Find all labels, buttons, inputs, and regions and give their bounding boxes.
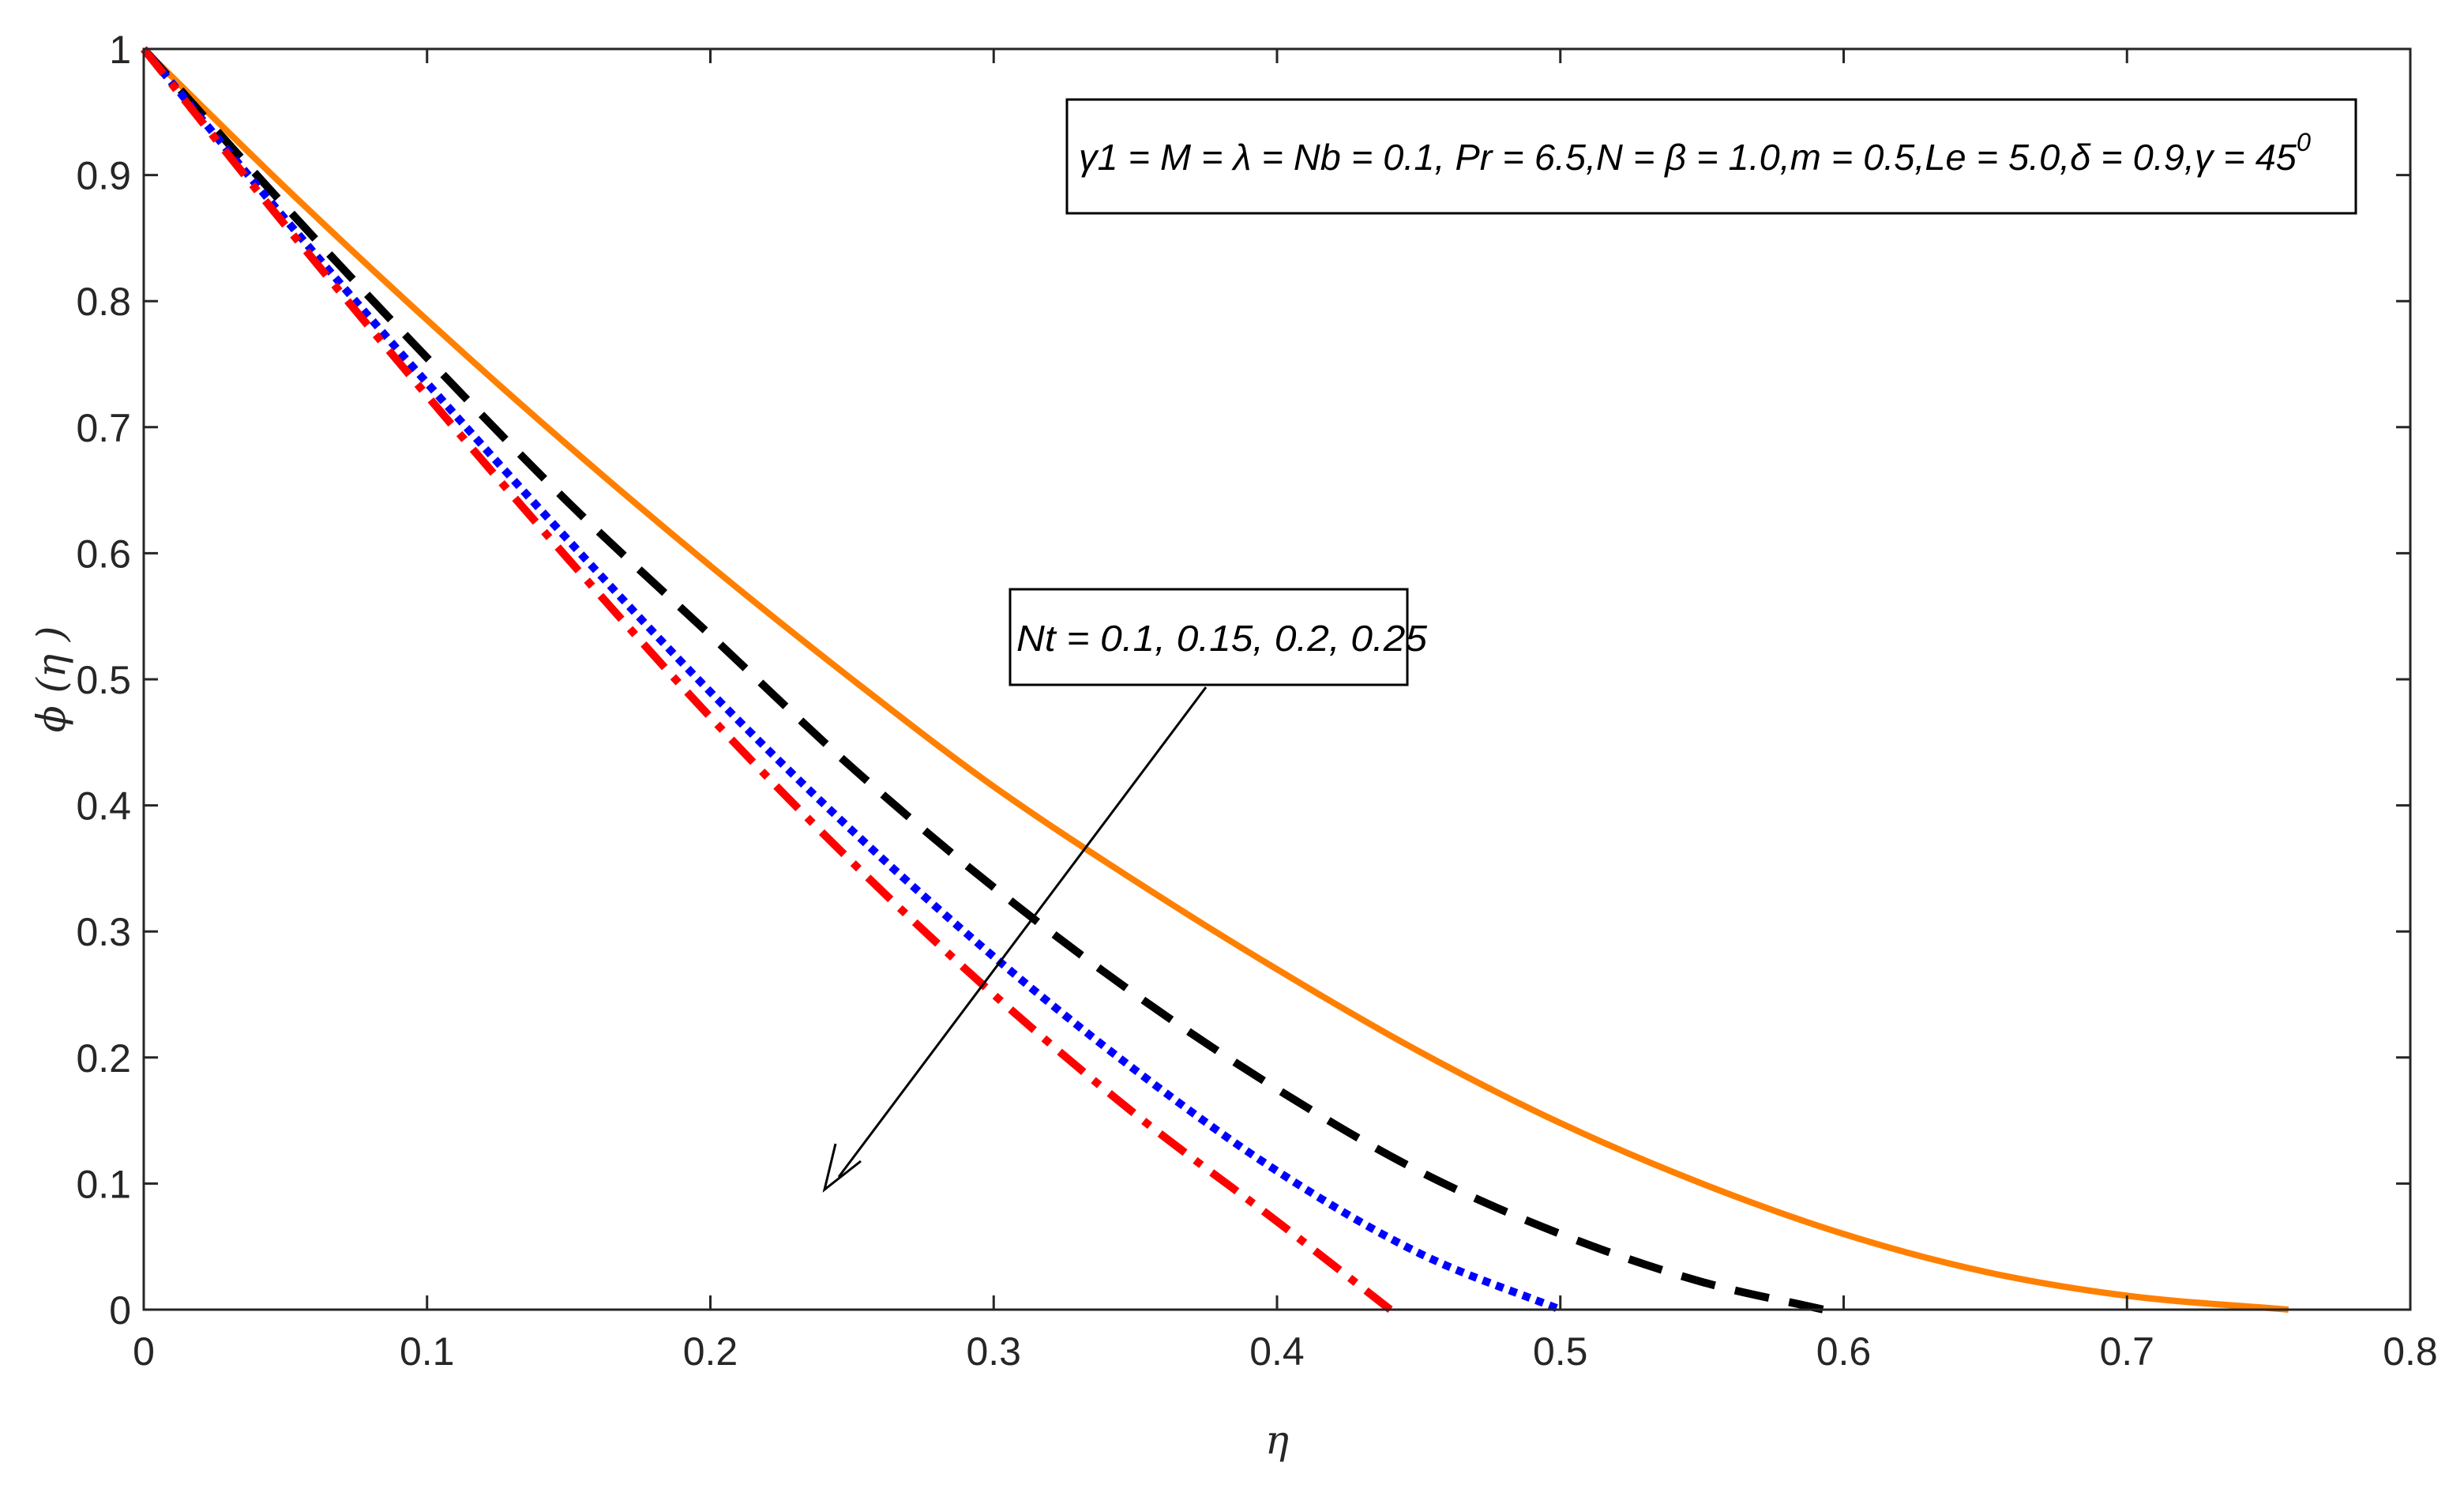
- y-tick-label: 0.5: [76, 658, 131, 702]
- nt-annotation: Nt = 0.1, 0.15, 0.2, 0.25: [822, 588, 1427, 1193]
- x-tick-label: 0.7: [2099, 1329, 2154, 1374]
- x-tick-label: 0: [133, 1329, 155, 1374]
- nt-annotation-box: [1009, 588, 1409, 686]
- series-line-3-dotted: [141, 46, 1562, 1314]
- series-line-4-dashdot: [141, 46, 1393, 1313]
- y-tick-label: 0.1: [76, 1162, 131, 1206]
- y-tick-label: 0.2: [76, 1036, 131, 1081]
- y-axis-title: ϕ (η ): [28, 626, 74, 733]
- y-tick-label: 0.4: [76, 784, 131, 829]
- y-tick-label: 0.9: [76, 154, 131, 198]
- parameters-main: γ1 = M = λ = Nb = 0.1, Pr = 6.5,N = β = …: [1079, 137, 2297, 178]
- y-tick-label: 1: [109, 28, 131, 72]
- x-tick-label: 0.1: [400, 1329, 455, 1374]
- y-tick-label: 0.3: [76, 910, 131, 954]
- nt-arrow-head: [822, 1143, 862, 1193]
- parameters-text: γ1 = M = λ = Nb = 0.1, Pr = 6.5,N = β = …: [1079, 128, 2311, 178]
- y-tick-label: 0.6: [76, 532, 131, 576]
- nt-annotation-text: Nt = 0.1, 0.15, 0.2, 0.25: [1016, 618, 1427, 659]
- parameters-box-frame: [1065, 98, 2357, 215]
- x-tick-label: 0.2: [683, 1329, 738, 1374]
- x-tick-label: 0.6: [1816, 1329, 1872, 1374]
- x-axis-title: η: [1265, 1417, 1289, 1463]
- x-tick-label: 0.8: [2383, 1329, 2438, 1374]
- series-line-2-dashed: [141, 46, 1825, 1314]
- parameters-box: γ1 = M = λ = Nb = 0.1, Pr = 6.5,N = β = …: [1065, 98, 2357, 215]
- x-tick-label: 0.5: [1533, 1329, 1588, 1374]
- y-tick-label: 0.8: [76, 280, 131, 324]
- x-tick-label: 0.4: [1249, 1329, 1305, 1374]
- parameters-superscript: 0: [2297, 128, 2311, 156]
- series-line-1-solid: [141, 47, 2289, 1313]
- ticks-layer: 0 0.1 0.2 0.3 0.4 0.5 0.6 0.7 0.8 0 0.1 0.2 0.3 0.4 0.…: [76, 28, 2437, 1374]
- nt-arrow-shaft: [837, 686, 1208, 1178]
- x-tick-label: 0.3: [966, 1329, 1021, 1374]
- y-tick-label: 0.7: [76, 406, 131, 450]
- y-tick-label: 0: [109, 1288, 131, 1333]
- series-layer: [141, 46, 2289, 1314]
